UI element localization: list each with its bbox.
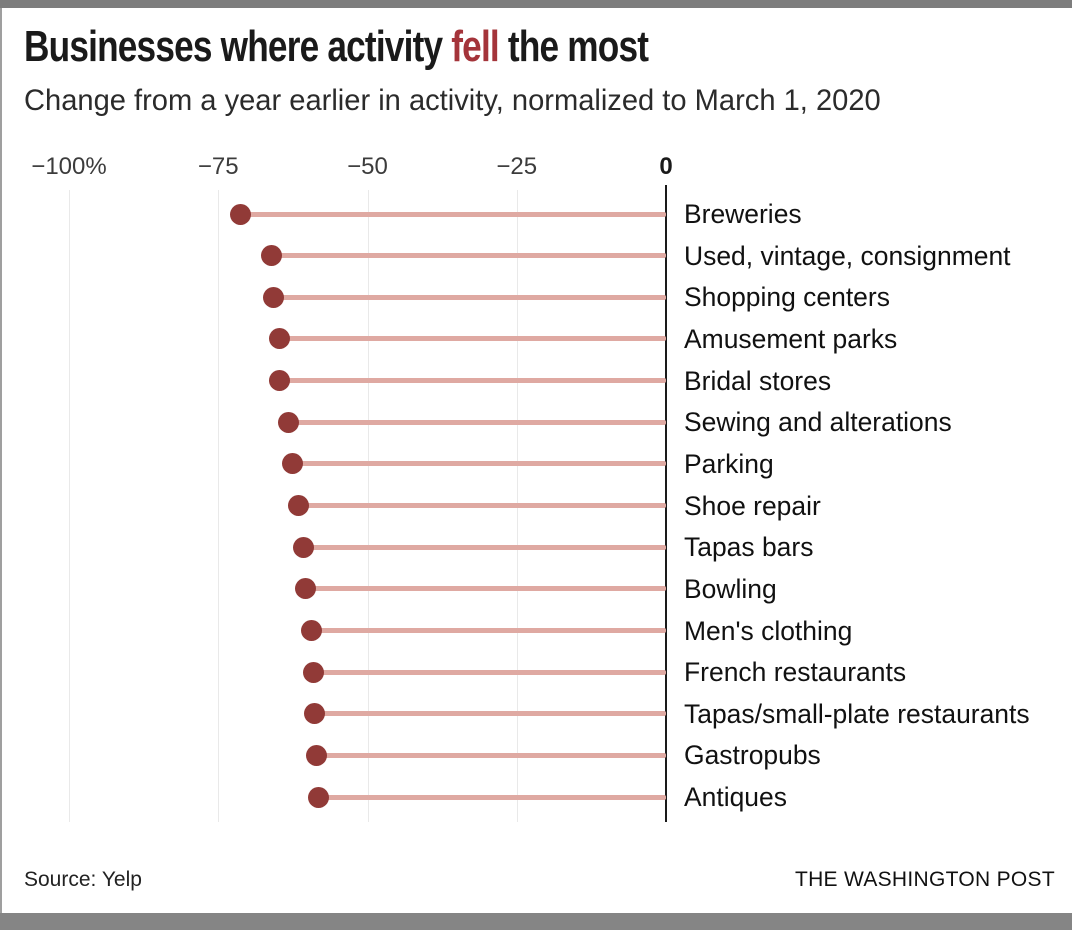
lollipop-stem [288, 419, 666, 425]
x-tick-label: −25 [496, 153, 538, 180]
lollipop-stem [303, 544, 666, 550]
lollipop-stem [292, 461, 666, 467]
x-tick-label: −100% [31, 153, 107, 180]
gridline [69, 190, 70, 822]
lollipop-stem [279, 336, 666, 342]
left-edge-border [0, 8, 2, 913]
x-tick-label: −75 [197, 153, 239, 180]
lollipop-dot [262, 286, 284, 308]
lollipop-dot [268, 370, 290, 392]
lollipop-stem [318, 794, 666, 800]
lollipop-dot [278, 411, 300, 433]
category-label: Men's clothing [684, 615, 853, 646]
lollipop-dot [294, 578, 316, 600]
category-label: Shopping centers [684, 282, 890, 313]
chart-title-pre: Businesses where activity [24, 22, 452, 71]
lollipop-stem [311, 628, 666, 633]
category-label: Used, vintage, consignment [684, 240, 1011, 271]
category-label: Tapas bars [684, 532, 814, 563]
x-tick-label: −50 [347, 153, 388, 180]
lollipop-stem [305, 586, 666, 592]
chart-title: Businesses where activity fell the most [24, 22, 649, 72]
chart-title-highlight: fell [451, 22, 499, 71]
lollipop-stem [313, 669, 666, 675]
gridline [218, 190, 220, 822]
lollipop-stem [298, 503, 666, 509]
lollipop-dot [268, 328, 290, 350]
lollipop-dot [229, 203, 251, 225]
lollipop-stem [279, 378, 666, 384]
lollipop-dot [301, 620, 323, 641]
category-label: Antiques [684, 782, 787, 813]
top-gray-bar [0, 0, 1072, 8]
zero-axis-line [665, 185, 667, 822]
lollipop-stem [271, 253, 666, 259]
lollipop-dot [261, 245, 283, 267]
lollipop-dot [306, 744, 328, 766]
x-tick-label: 0 [659, 153, 673, 180]
category-label: Gastropubs [684, 740, 821, 771]
category-label: Bowling [684, 573, 777, 604]
chart-subtitle: Change from a year earlier in activity, … [24, 84, 881, 117]
lollipop-stem [273, 294, 666, 300]
lollipop-dot [293, 536, 315, 558]
category-label: Breweries [684, 199, 802, 229]
lollipop-dot [304, 703, 326, 725]
plot-area: Breweries Used, vintage, consignment Shopp… [0, 185, 1072, 822]
lollipop-dot [281, 453, 303, 475]
lollipop-stem [240, 211, 666, 217]
publisher-attribution: THE WASHINGTON POST [794, 868, 1055, 891]
category-label: Amusement parks [684, 323, 898, 354]
category-label: Parking [684, 448, 774, 479]
category-label: Sewing and alterations [684, 407, 952, 438]
category-label: Tapas/small-plate restaurants [684, 698, 1030, 729]
lollipop-dot [302, 661, 324, 683]
category-label: French restaurants [684, 657, 907, 688]
chart-title-post: the most [498, 22, 649, 71]
category-label: Shoe repair [684, 490, 821, 521]
lollipop-dot [287, 495, 309, 517]
axis-labels: −100% −75 −50 −25 0 [0, 150, 1072, 184]
lollipop-stem [314, 711, 666, 717]
category-label: Bridal stores [684, 365, 832, 396]
lollipop-dot [308, 786, 330, 808]
lollipop-stem [316, 752, 666, 758]
bottom-gray-bar [0, 913, 1072, 930]
source-note: Source: Yelp [24, 868, 142, 891]
